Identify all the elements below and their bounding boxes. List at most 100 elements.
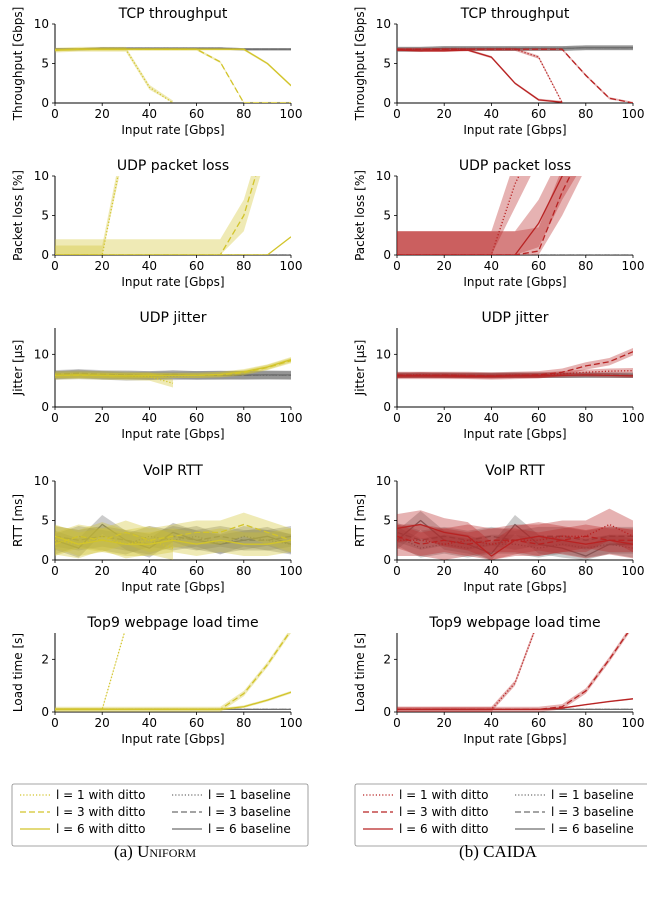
legend-label: l = 6 baseline (208, 822, 291, 836)
y-tick-label: 0 (41, 553, 49, 567)
x-tick-label: 20 (437, 716, 452, 730)
y-tick-label: 10 (34, 17, 49, 31)
caption-b: (b) CAIDA (459, 842, 537, 861)
x-tick-label: 0 (393, 564, 401, 578)
band-ditto (55, 48, 291, 87)
y-tick-label: 0 (41, 248, 49, 262)
x-tick-label: 20 (95, 564, 110, 578)
x-tick-label: 40 (142, 564, 157, 578)
x-axis-label: Input rate [Gbps] (463, 275, 566, 289)
x-tick-label: 100 (280, 259, 303, 273)
panel-caida-loss: 0 20 40 60 80 100 0 5 10 UDP packet loss Input rat… (353, 158, 645, 289)
y-tick-label: 5 (383, 57, 391, 71)
legend-label: l = 6 with ditto (399, 822, 488, 836)
legend-label: l = 1 baseline (208, 788, 291, 802)
x-tick-label: 80 (578, 564, 593, 578)
series-line (55, 633, 290, 711)
y-tick-label: 10 (376, 17, 391, 31)
band-ditto (397, 510, 633, 560)
x-axis-label: Input rate [Gbps] (463, 123, 566, 137)
x-tick-label: 100 (622, 259, 645, 273)
legend-label: l = 3 baseline (551, 805, 634, 819)
y-tick-label: 5 (41, 57, 49, 71)
band-ditto (55, 633, 291, 712)
x-tick-label: 20 (437, 259, 452, 273)
x-axis-label: Input rate [Gbps] (121, 732, 224, 746)
y-tick-label: 5 (41, 209, 49, 223)
x-tick-label: 20 (437, 564, 452, 578)
band-ditto (397, 176, 531, 255)
x-tick-label: 40 (484, 259, 499, 273)
chart-title: Top9 webpage load time (428, 615, 600, 631)
chart-title: Top9 webpage load time (86, 615, 258, 631)
legend-label: l = 1 with ditto (399, 788, 488, 802)
chart-title: UDP packet loss (117, 158, 229, 174)
series-group (55, 633, 291, 712)
series-line (55, 48, 174, 103)
series-line (55, 691, 291, 711)
band-ditto (55, 512, 291, 557)
panel-caida-jitter: 0 20 40 60 80 100 0 10 UDP jitter Input rate [Gbp… (353, 310, 644, 441)
y-axis-label: RTT [ms] (353, 494, 367, 547)
chart-title: TCP throughput (118, 6, 228, 22)
x-tick-label: 60 (531, 259, 546, 273)
x-tick-label: 60 (189, 259, 204, 273)
series-line (397, 535, 633, 549)
y-tick-label: 0 (383, 553, 391, 567)
series-line (397, 698, 633, 711)
x-axis-label: Input rate [Gbps] (463, 580, 566, 594)
y-tick-label: 2 (383, 652, 391, 666)
x-axis-label: Input rate [Gbps] (463, 427, 566, 441)
x-tick-label: 40 (484, 716, 499, 730)
panel-caida-load: 0 20 40 60 80 100 0 2 Top9 webpage load time Inpu… (353, 615, 644, 746)
x-axis-label: Input rate [Gbps] (121, 580, 224, 594)
y-axis-label: Throughput [Gbps] (11, 7, 25, 122)
x-axis-label: Input rate [Gbps] (463, 732, 566, 746)
legend-uniform: l = 1 with ditto l = 1 baseline l = 3 with… (11, 783, 309, 847)
x-tick-label: 60 (189, 716, 204, 730)
y-tick-label: 5 (41, 514, 49, 528)
x-tick-label: 40 (142, 259, 157, 273)
x-tick-label: 20 (95, 411, 110, 425)
x-tick-label: 80 (578, 716, 593, 730)
band-ditto (397, 508, 633, 560)
x-tick-label: 0 (51, 259, 59, 273)
chart-title: VoIP RTT (143, 463, 203, 479)
x-tick-label: 80 (236, 259, 251, 273)
x-tick-label: 0 (393, 107, 401, 121)
legend-box (354, 783, 647, 847)
band-ditto (397, 48, 633, 103)
series-line (397, 48, 563, 103)
y-tick-label: 10 (376, 169, 391, 183)
y-axis-label: Throughput [Gbps] (353, 7, 367, 122)
band-ditto (397, 633, 535, 712)
x-tick-label: 100 (280, 411, 303, 425)
series-group (55, 46, 291, 103)
chart-title: UDP jitter (139, 310, 206, 326)
caption-a-name: Uniform (137, 842, 197, 861)
series-line (55, 633, 125, 711)
panel-uniform-jitter: 0 20 40 60 80 100 0 10 UDP jitter Input rate [Gbp… (11, 310, 302, 441)
y-axis-label: Load time [s] (11, 633, 25, 712)
series-line (397, 633, 629, 711)
chart-title: UDP jitter (481, 310, 548, 326)
series-group (55, 176, 291, 255)
x-tick-label: 0 (393, 411, 401, 425)
x-tick-label: 0 (51, 107, 59, 121)
series-group (55, 356, 291, 388)
panel-uniform-rtt: 0 20 40 60 80 100 0 5 10 VoIP RTT Input rate [Gbps… (11, 463, 302, 594)
x-tick-label: 20 (437, 107, 452, 121)
legend-label: l = 3 with ditto (56, 805, 145, 819)
series-line (397, 48, 633, 103)
x-tick-label: 80 (236, 107, 251, 121)
x-tick-label: 80 (236, 411, 251, 425)
series-line (55, 523, 291, 545)
series-line (397, 374, 633, 378)
series-group (397, 633, 633, 712)
x-tick-label: 80 (236, 564, 251, 578)
band-ditto (397, 176, 577, 255)
x-tick-label: 40 (142, 716, 157, 730)
band-ditto (55, 176, 120, 255)
y-axis-label: Jitter [μs] (353, 340, 367, 397)
x-tick-label: 60 (531, 716, 546, 730)
